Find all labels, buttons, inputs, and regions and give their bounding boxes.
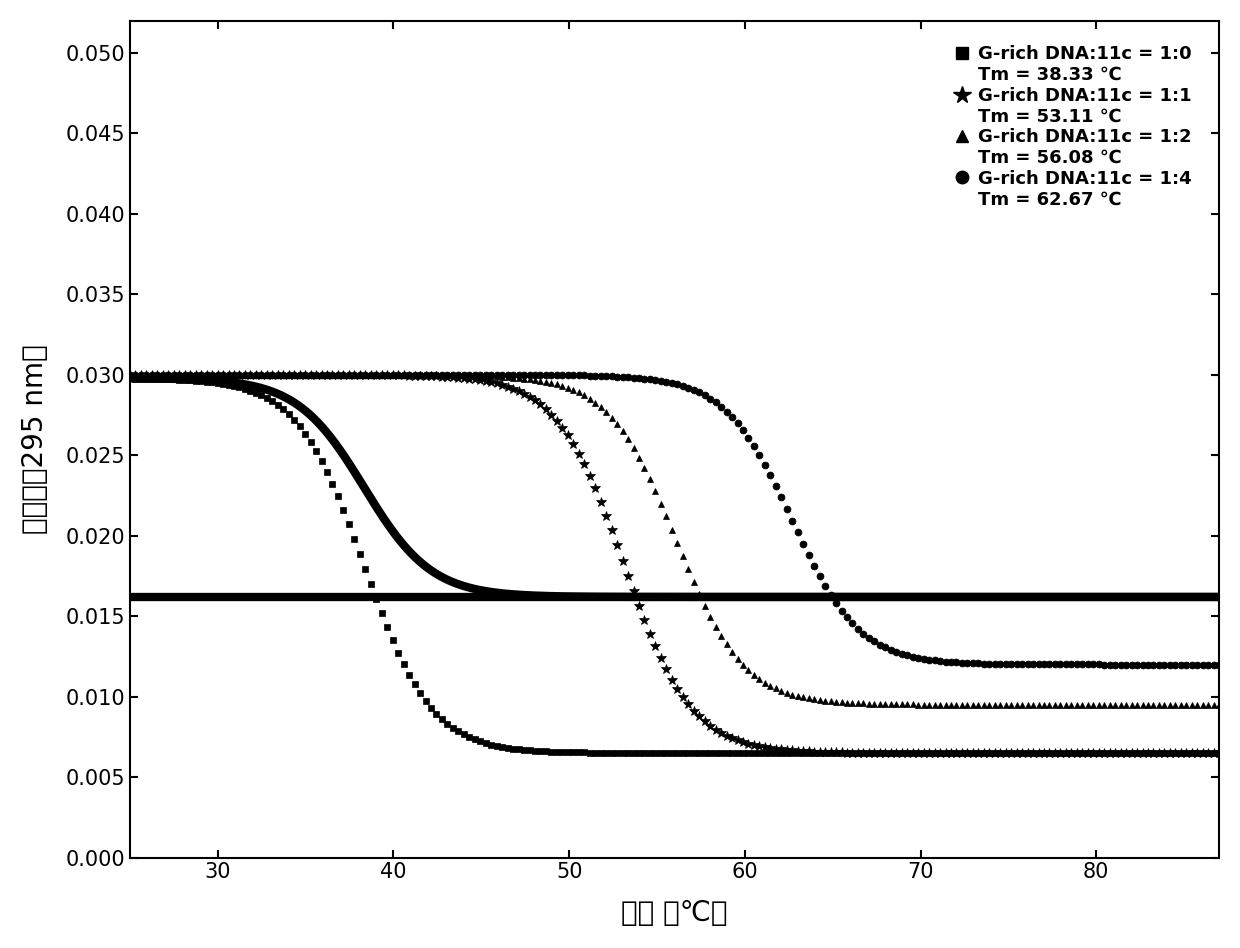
Legend: G-rich DNA:11c = 1:0, Tm = 38.33 ℃, G-rich DNA:11c = 1:1, Tm = 53.11 ℃, G-rich D: G-rich DNA:11c = 1:0, Tm = 38.33 ℃, G-ri… xyxy=(946,38,1199,215)
X-axis label: 温度 （℃）: 温度 （℃） xyxy=(621,899,728,927)
Y-axis label: 吸光度（295 nm）: 吸光度（295 nm） xyxy=(21,344,48,534)
